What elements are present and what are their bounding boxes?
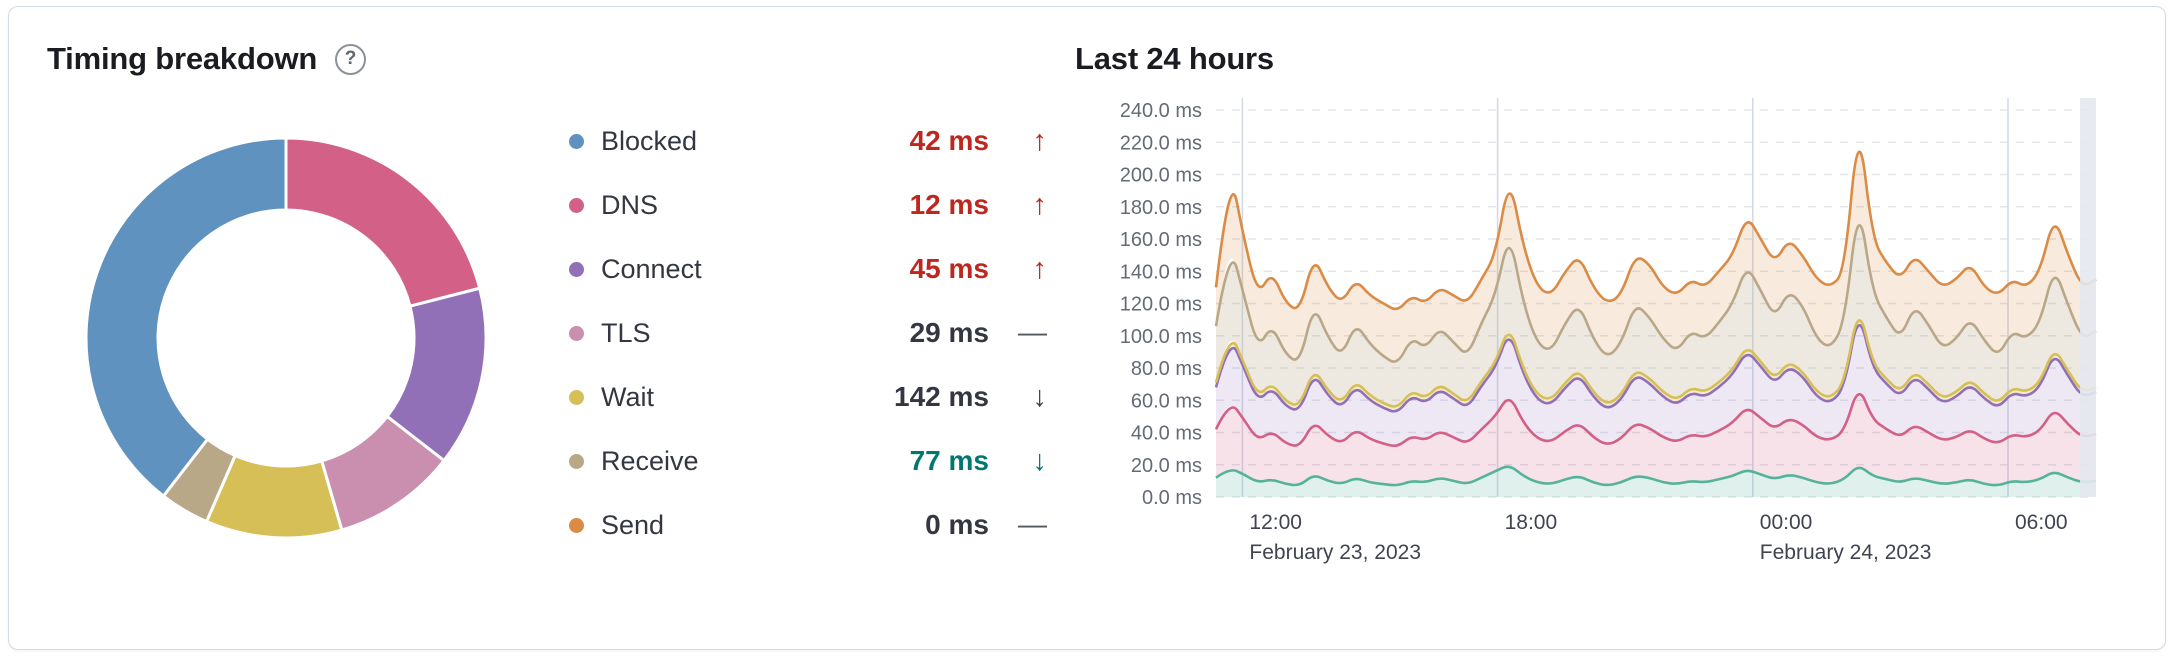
legend-label: TLS [601,317,651,348]
legend-value: 77 ms [909,445,989,476]
svg-text:120.0 ms: 120.0 ms [1121,294,1202,316]
legend-value: 12 ms [909,189,989,220]
svg-text:0.0 ms: 0.0 ms [1142,487,1202,509]
svg-text:February 24, 2023: February 24, 2023 [1760,541,1932,564]
legend-label: Connect [601,253,702,284]
area-band-lavender [1216,325,2096,446]
last-24-hours-chart[interactable]: 0.0 ms 20.0 ms 40.0 ms 60.0 ms 80.0 ms 100.0 … [1120,85,2135,609]
timing-legend: Blocked 42 ms ↑ DNS 12 ms ↑ Connect 45 m… [569,109,1047,557]
svg-text:160.0 ms: 160.0 ms [1121,229,1202,251]
timing-donut-chart[interactable] [71,123,501,553]
legend-value: 0 ms [925,509,989,540]
svg-text:180.0 ms: 180.0 ms [1121,197,1202,219]
legend-row-receive[interactable]: Receive 77 ms ↓ [569,429,1047,493]
legend-value: 29 ms [909,317,989,348]
last-24-hours-title: Last 24 hours [1075,41,1274,76]
area-line-yellow [1214,319,2097,408]
timing-panel: Timing breakdown ? Blocked 42 ms ↑ DNS 1… [8,6,2166,650]
area-line-tan [1214,224,2097,363]
svg-text:12:00: 12:00 [1249,511,1302,534]
area-line-lavender [1214,324,2097,413]
legend-dot [569,517,584,533]
legend-label: Blocked [601,125,698,156]
svg-text:06:00: 06:00 [2015,511,2068,534]
area-band-rose [1216,394,2096,486]
legend-dot [569,389,584,405]
now-annotation-bar [2080,98,2096,497]
legend-row-tls[interactable]: TLS 29 ms — [569,301,1047,365]
svg-text:February 23, 2023: February 23, 2023 [1249,541,1421,564]
legend-value: 142 ms [894,381,989,412]
timing-breakdown-header: Timing breakdown ? [47,41,367,77]
svg-text:40.0 ms: 40.0 ms [1131,423,1202,445]
svg-text:18:00: 18:00 [1505,511,1558,534]
help-question-icon[interactable]: ? [335,43,367,75]
legend-row-send[interactable]: Send 0 ms — [569,493,1047,557]
donut-svg [84,136,488,540]
legend-dot [569,133,584,149]
svg-text:00:00: 00:00 [1760,511,1813,534]
area-svg: 0.0 ms 20.0 ms 40.0 ms 60.0 ms 80.0 ms 100.0 … [1120,98,2097,564]
trend-up-icon: ↑ [1032,252,1048,285]
svg-text:140.0 ms: 140.0 ms [1121,261,1202,283]
area-band-teal [1216,466,2096,497]
legend-dot [569,197,584,213]
legend-label: Receive [601,445,699,476]
timing-breakdown-title: Timing breakdown [47,41,318,76]
legend-row-blocked[interactable]: Blocked 42 ms ↑ [569,109,1047,173]
legend-row-connect[interactable]: Connect 45 ms ↑ [569,237,1047,301]
svg-text:20.0 ms: 20.0 ms [1131,455,1202,477]
legend-row-dns[interactable]: DNS 12 ms ↑ [569,173,1047,237]
trend-down-icon: ↓ [1032,444,1048,477]
legend-label: DNS [601,189,659,220]
area-line-orange [1214,150,2097,311]
svg-text:200.0 ms: 200.0 ms [1121,165,1202,187]
area-line-rose [1214,393,2097,448]
legend-value: 42 ms [909,125,989,156]
trend-down-icon: ↓ [1032,380,1048,413]
legend-label: Wait [601,381,654,412]
area-band-tan [1216,225,2096,407]
legend-dot [569,453,584,469]
trend-up-icon: ↑ [1032,124,1048,157]
area-line-teal [1215,465,2097,487]
svg-text:220.0 ms: 220.0 ms [1121,132,1202,154]
svg-text:100.0 ms: 100.0 ms [1121,326,1202,348]
legend-dot [569,325,584,341]
last-24-hours-header: Last 24 hours [1075,41,1274,77]
trend-flat-icon: — [1018,508,1047,541]
donut-segment-dns[interactable] [284,136,482,308]
trend-up-icon: ↑ [1032,188,1048,221]
svg-text:80.0 ms: 80.0 ms [1131,358,1202,380]
area-band-orange [1216,151,2096,362]
legend-value: 45 ms [909,253,989,284]
trend-flat-icon: — [1018,316,1047,349]
legend-label: Send [601,509,665,540]
svg-text:240.0 ms: 240.0 ms [1121,100,1202,122]
legend-dot [569,261,584,277]
svg-text:60.0 ms: 60.0 ms [1131,390,1202,412]
legend-row-wait[interactable]: Wait 142 ms ↓ [569,365,1047,429]
donut-segment-blocked[interactable] [84,136,288,499]
